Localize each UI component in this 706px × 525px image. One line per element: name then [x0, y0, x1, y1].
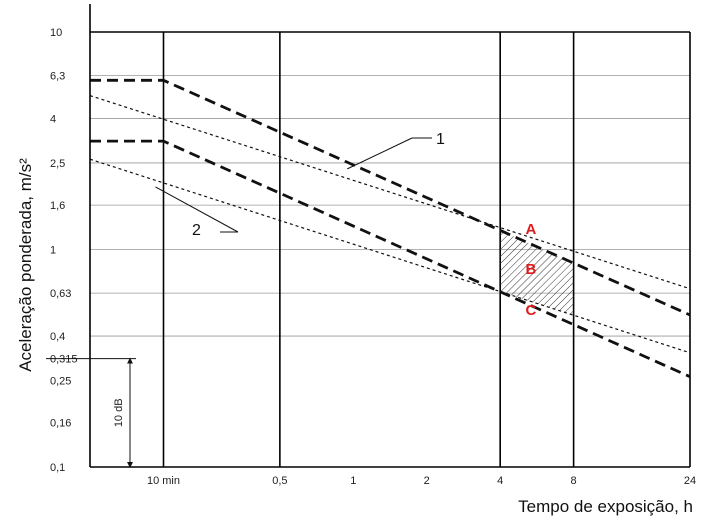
x-tick-label: 10 min	[147, 475, 180, 487]
y-tick-label: 0,25	[50, 375, 71, 387]
annotation-layer: 1 2 A B C 10 dB	[46, 131, 536, 468]
series-line-1	[90, 78, 691, 317]
series-layer	[89, 78, 691, 378]
y-tick-label: 10	[50, 27, 62, 39]
x-tick-label: 8	[571, 475, 577, 487]
y-tick-label: 1,6	[50, 200, 65, 212]
callout-1-leader	[347, 137, 413, 170]
y-tick-label: 2,5	[50, 158, 65, 170]
zone-label-b: B	[525, 261, 536, 278]
callout-2-leader	[155, 186, 239, 233]
zone-label-a: A	[525, 221, 536, 238]
y-tick-label: 0,315	[50, 354, 78, 366]
shaded-region-layer	[500, 230, 574, 316]
x-tick-label: 4	[497, 475, 503, 487]
y-tick-label: 1	[50, 245, 56, 257]
x-axis-title: Tempo de exposição, h	[518, 497, 693, 516]
y-tick-label: 0,4	[50, 331, 65, 343]
range-marker-label: 10 dB	[113, 398, 125, 427]
series-line-2	[90, 139, 691, 378]
callout-1-label: 1	[436, 131, 445, 148]
axes-layer	[89, 4, 690, 468]
x-tick-label: 1	[350, 475, 356, 487]
shaded-region-b	[500, 230, 574, 316]
series-line-4	[89, 158, 691, 354]
tick-labels-layer: 10 6,3 4 2,5 1,6 1 0,63 0,4 0,315 0,25 0,16 0,1 10 m…	[50, 27, 696, 487]
x-tick-label: 24	[684, 475, 696, 487]
grid-layer	[90, 31, 691, 467]
y-tick-label: 0,1	[50, 462, 65, 474]
y-tick-label: 0,16	[50, 418, 71, 430]
y-tick-label: 0,63	[50, 288, 71, 300]
series-line-3	[89, 95, 691, 290]
x-tick-label: 2	[424, 475, 430, 487]
x-tick-label: 0,5	[272, 475, 287, 487]
y-tick-label: 4	[50, 114, 56, 126]
zone-label-c: C	[525, 302, 536, 319]
callout-2-label: 2	[192, 222, 201, 239]
y-axis-title: Aceleração ponderada, m/s²	[16, 158, 35, 372]
y-tick-label: 6,3	[50, 71, 65, 83]
